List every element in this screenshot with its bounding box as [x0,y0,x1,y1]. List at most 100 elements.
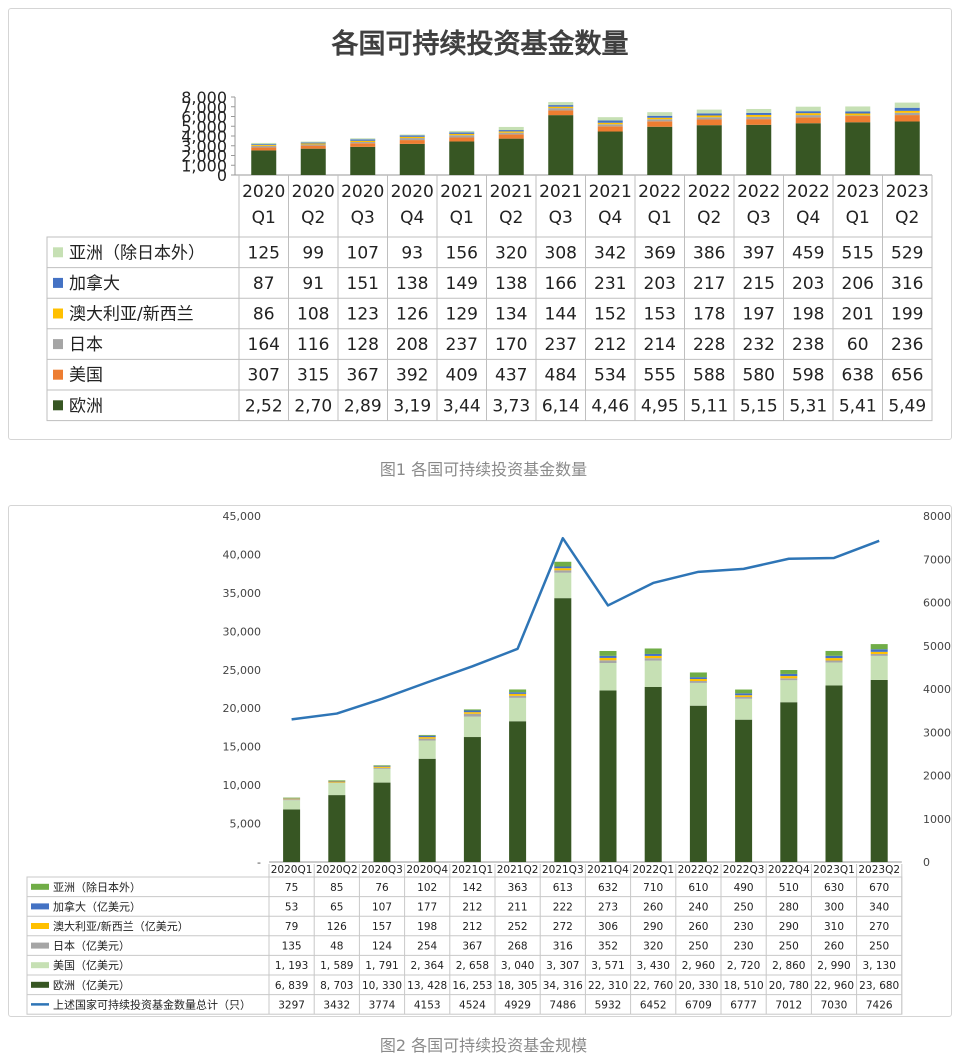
bar-segment [597,117,623,121]
legend-swatch [53,400,63,411]
table-cell-value: 3, 430 [636,960,669,972]
bar-segment [746,119,772,125]
fund-count-chart-svg: 各国可持续投资基金数量 8,0007,0006,0005,0004,0003,00… [46,28,933,422]
table-cell-value: 310 [824,921,844,933]
table-cell-value: 123 [347,305,379,325]
table-cell-value: 197 [743,305,775,325]
bar-segment [689,677,707,680]
bar-segment [894,107,920,111]
bar-segment [599,650,617,656]
table-cell-value: 215 [743,274,775,294]
table-cell-value: 91 [302,274,324,294]
x-category-quarter: Q2 [301,208,325,228]
x-category-year: 2021 [539,182,582,202]
table-cell-value: 60 [847,335,869,355]
table-cell-value: 260 [643,901,663,913]
bar-segment [599,660,617,664]
bar-segment [300,141,326,143]
figure-1-caption: 图1 各国可持续投资基金数量 [379,460,588,479]
bar-segment [597,124,623,127]
bar-segment [825,650,843,656]
x-category-label: 2020Q4 [406,864,448,876]
table-cell-value: 236 [891,335,923,355]
table-cell-value: 367 [347,366,379,386]
table-cell-value: 3,73 [492,396,530,416]
bar-segment [418,758,436,862]
x-category-quarter: Q1 [252,208,276,228]
legend-swatch [31,962,49,969]
bar-segment [300,144,326,146]
bar-segment [498,138,524,175]
bar-segment [498,134,524,139]
table-cell-value: 3, 040 [501,960,534,972]
bar-segment [894,121,920,175]
bar-segment [845,111,871,114]
table-cell-value: 107 [372,901,392,913]
table-cell-value: 203 [644,274,676,294]
fund-count-chart: 各国可持续投资基金数量 8,000 7,000 6,000 5,000 4,000 3,00… [8,8,952,440]
table-cell-value: 306 [598,921,618,933]
bar-segment [548,102,574,106]
table-cell-value: 232 [743,335,775,355]
table-cell-value: 230 [734,921,754,933]
bar-segment [795,123,821,175]
x-category-label: 2020Q1 [271,864,313,876]
bar-segment [795,115,821,118]
bar-segment [845,115,871,117]
legend-swatch [53,369,63,380]
table-cell-value: 79 [285,921,298,933]
bar-segment [283,797,301,799]
table-cell-value: 3432 [323,999,350,1011]
legend-label: 欧洲（亿美元） [53,979,130,992]
x-category-quarter: Q1 [450,208,474,228]
bar-segment [300,145,326,149]
table-cell-value: 6, 839 [275,980,308,992]
table-cell-value: 53 [285,901,298,913]
table-cell-value: 6,14 [542,396,580,416]
table-cell-value: 107 [347,243,379,263]
bar-segment [689,672,707,678]
bar-segment [498,131,524,133]
table-cell-value: 18, 305 [498,980,538,992]
legend-label: 亚洲（除日本外） [69,243,205,263]
legend-label: 澳大利亚/新西兰 [69,305,194,325]
bar-segment [780,680,798,703]
bar-segment [300,148,326,175]
bar-segment [599,655,617,658]
table-cell-value: 75 [285,882,298,894]
bar-segment [463,716,481,738]
table-cell-value: 212 [594,335,626,355]
bar-segment [870,644,888,650]
table-cell-value: 126 [327,921,347,933]
table-cell-value: 316 [553,941,573,953]
bar-segment [735,719,753,862]
bar-segment [399,140,425,144]
x-category-label: 2021Q2 [497,864,539,876]
legend-swatch [53,339,63,350]
table-cell-value: 199 [891,305,923,325]
table-cell-value: 2,89 [344,396,382,416]
table-cell-value: 386 [693,243,725,263]
bar-segment [418,738,436,741]
x-category-quarter: Q3 [549,208,573,228]
table-cell-value: 315 [297,366,329,386]
table-cell-value: 4,46 [591,396,629,416]
table-cell-value: 1, 589 [320,960,353,972]
bar-segment [647,119,673,122]
bar-segment [647,112,673,116]
legend-label: 美国（亿美元） [53,959,130,972]
bar-segment [746,108,772,113]
x-category-year: 2022 [737,182,780,202]
table-cell-value: 290 [643,921,663,933]
bar-segment [894,102,920,108]
x-category-quarter: Q4 [796,208,820,228]
table-cell-value: 23, 680 [859,980,899,992]
table-cell-value: 206 [842,274,874,294]
bar-segment [463,709,481,711]
table-cell-value: 280 [779,901,799,913]
left-y-tick-label: - [257,856,261,869]
legend-label: 加拿大（亿美元） [53,899,141,913]
bar-segment [283,799,301,801]
table-cell-value: 142 [462,882,482,894]
legend-swatch [31,923,49,929]
